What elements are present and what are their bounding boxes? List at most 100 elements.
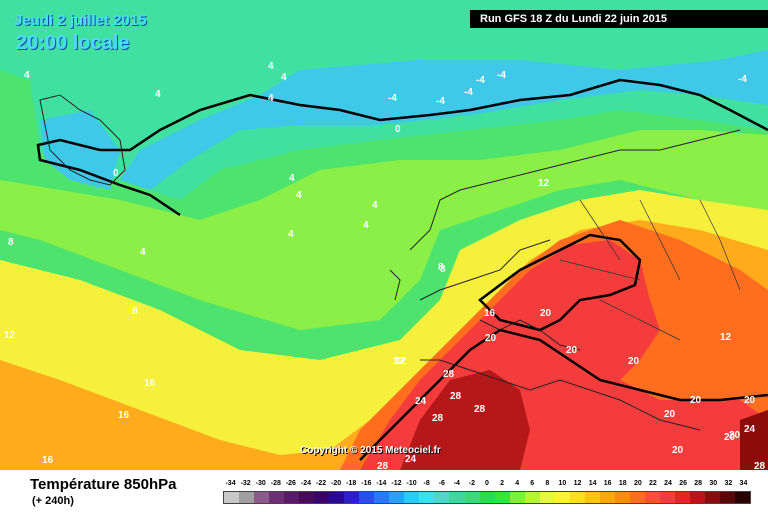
scale-swatch — [224, 492, 240, 503]
scale-tick-label: 20 — [633, 480, 642, 487]
scale-tick-label: 30 — [709, 480, 718, 487]
isotherm-value-label: 20 — [540, 308, 552, 319]
forecast-date: Jeudi 2 juillet 2015 — [14, 12, 147, 29]
scale-tick-label: -34 — [225, 480, 236, 487]
scale-tick-label: -14 — [376, 480, 387, 487]
product-title: Température 850hPa — [30, 476, 177, 493]
isotherm-value-label: -4 — [464, 87, 473, 98]
scale-tick-label: -30 — [255, 480, 266, 487]
isotherm-value-label: 8 — [440, 264, 446, 275]
scale-swatch — [705, 492, 721, 503]
scale-tick-label: -20 — [331, 480, 342, 487]
scale-tick-label: 22 — [649, 480, 657, 487]
extreme-hot-zone — [400, 370, 530, 470]
scale-tick-label: 34 — [739, 480, 748, 487]
coastline-europe — [389, 129, 741, 431]
isotherm-value-label: 28 — [450, 391, 462, 402]
isotherm-value-label: 28 — [432, 413, 444, 424]
map-footer: Température 850hPa (+ 240h) -34 -32 -30 -28… — [0, 470, 768, 512]
scale-swatch — [254, 492, 270, 503]
scale-tick-label: -18 — [346, 480, 357, 487]
isotherm-value-label: 4 — [288, 229, 294, 240]
scale-swatch — [524, 492, 540, 503]
isotherm-value-label: 28 — [377, 461, 389, 470]
scale-swatch — [344, 492, 360, 503]
isotherm-value-label: 4 — [296, 190, 302, 201]
scale-tick-label: 2 — [500, 480, 505, 487]
scale-tick-label: -6 — [438, 480, 445, 487]
isotherm-value-label: 12 — [393, 356, 405, 367]
scale-tick-label: 12 — [573, 480, 582, 487]
isotherm-value-label: 20 — [729, 430, 741, 441]
scale-swatch — [599, 492, 615, 503]
scale-swatch — [735, 492, 751, 503]
scale-tick-label: -8 — [423, 480, 430, 487]
extreme-hot-zone-2 — [740, 410, 768, 470]
scale-swatch — [359, 492, 375, 503]
scale-tick-label: -28 — [270, 480, 281, 487]
isotherm-value-label: 24 — [405, 454, 417, 465]
scale-tick-label: 18 — [618, 480, 627, 487]
isotherm-20b — [359, 328, 768, 461]
isotherm-value-label: 0 — [113, 168, 119, 179]
isotherm-value-label: 4 — [268, 93, 274, 104]
scale-swatch — [539, 492, 555, 503]
isotherm-value-label: 4 — [24, 70, 30, 81]
scale-tick-label: 24 — [664, 480, 672, 487]
scale-tick-label: -2 — [468, 480, 476, 487]
scale-swatch — [329, 492, 345, 503]
forecast-time: 20:00 locale — [16, 32, 130, 54]
scale-tick-label: 10 — [558, 480, 567, 487]
isotherm-value-label: 16 — [484, 308, 496, 319]
scale-swatch — [494, 492, 510, 503]
isotherm-value-label: 4 — [155, 89, 161, 100]
isotherm-value-label: -4 — [738, 74, 747, 85]
lead-time: (+ 240h) — [32, 495, 74, 507]
color-scale-bar — [223, 491, 751, 504]
scale-swatch — [449, 492, 465, 503]
scale-swatch — [614, 492, 630, 503]
isotherm-value-label: 4 — [372, 200, 378, 211]
scale-swatch — [509, 492, 525, 503]
scale-swatch — [479, 492, 495, 503]
scale-tick-label: 0 — [485, 480, 489, 487]
scale-tick-label: 16 — [603, 480, 612, 487]
isotherm-20 — [478, 233, 642, 332]
isotherm-value-label: 8 — [132, 306, 138, 317]
scale-swatch — [284, 492, 300, 503]
scale-tick-label: -26 — [285, 480, 296, 487]
scale-swatch — [404, 492, 420, 503]
scale-swatch — [629, 492, 645, 503]
scale-swatch — [239, 492, 255, 503]
isotherm-value-label: 24 — [744, 424, 756, 435]
isotherm-value-label: 28 — [754, 461, 766, 470]
isotherm-value-label: 20 — [664, 409, 676, 420]
scale-swatch — [434, 492, 450, 503]
scale-swatch — [689, 492, 705, 503]
isotherm-value-label: -4 — [436, 96, 445, 107]
isotherm-value-label: 28 — [443, 369, 455, 380]
scale-tick-label: -24 — [300, 480, 312, 487]
isotherm-value-label: 16 — [118, 410, 130, 421]
isotherm-value-label: 16 — [42, 455, 54, 466]
scale-tick-label: 32 — [724, 480, 733, 487]
scale-tick-label: -32 — [240, 480, 251, 487]
scale-swatch — [584, 492, 600, 503]
scale-swatch — [389, 492, 405, 503]
scale-swatch — [659, 492, 675, 503]
isotherm-value-label: 28 — [474, 404, 486, 415]
scale-swatch — [720, 492, 736, 503]
isotherm-value-label: 4 — [140, 247, 146, 258]
scale-tick-label: 4 — [515, 480, 520, 487]
isotherm-value-label: 20 — [628, 356, 640, 367]
coastline-greenland — [39, 94, 126, 186]
copyright-notice: Copyright © 2015 Meteociel.fr — [300, 445, 441, 456]
scale-swatch — [644, 492, 660, 503]
scale-swatch — [674, 492, 690, 503]
isotherm-0 — [36, 78, 768, 217]
isotherm-value-label: -4 — [476, 75, 485, 86]
isotherm-value-label: 20 — [566, 345, 578, 356]
isotherm-value-label: 20 — [485, 333, 497, 344]
